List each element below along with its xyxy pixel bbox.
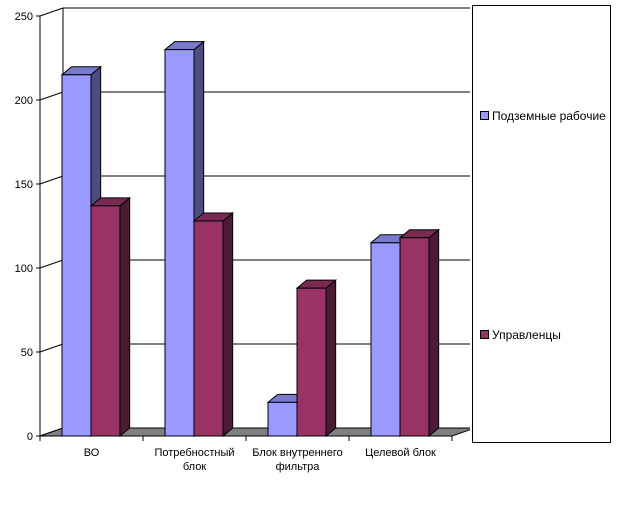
gridline-depth xyxy=(39,7,64,17)
gridline-depth xyxy=(39,175,64,185)
legend-item-series-2: Управленцы xyxy=(480,328,561,342)
x-tick-label: Блок внутреннего xyxy=(252,447,342,459)
legend: Подземные рабочие Управленцы xyxy=(472,5,611,443)
gridline-depth xyxy=(39,343,64,353)
gridline-depth xyxy=(39,259,64,269)
x-tick-label: ВО xyxy=(84,447,100,459)
bars xyxy=(60,40,441,438)
x-tick-label: фильтра xyxy=(276,461,321,473)
y-tick-label: 100 xyxy=(15,263,33,275)
x-tick-label: блок xyxy=(183,461,206,473)
x-axis: ВО Потребностный блок Блок внутреннего фильт… xyxy=(39,435,453,473)
bar-front xyxy=(193,220,224,437)
gridline-depth xyxy=(39,91,64,101)
bar xyxy=(398,228,441,438)
bar-front xyxy=(296,287,327,437)
y-tick-label: 150 xyxy=(15,179,33,191)
y-axis: 0 50 100 150 200 250 xyxy=(15,11,41,443)
x-tick-label: Целевой блок xyxy=(365,447,436,459)
bar-chart: 0 50 100 150 200 250 ВО Потребностный блок Блок … xyxy=(15,7,470,473)
legend-swatch-series-1 xyxy=(480,111,489,121)
y-tick-label: 250 xyxy=(15,11,33,23)
bar-front xyxy=(90,205,121,437)
bar xyxy=(89,196,132,438)
bar-front xyxy=(267,401,298,437)
bar-front xyxy=(399,237,430,437)
legend-label-series-2: Управленцы xyxy=(492,328,561,342)
y-tick-label: 50 xyxy=(21,347,33,359)
bar-side xyxy=(222,211,234,438)
legend-label-series-1: Подземные рабочие xyxy=(492,109,606,123)
bar-front xyxy=(164,49,195,437)
bar-side xyxy=(119,196,131,438)
bar xyxy=(295,279,338,438)
bar xyxy=(192,211,235,438)
y-tick-label: 200 xyxy=(15,95,33,107)
x-tick-label: Потребностный xyxy=(154,447,234,459)
legend-swatch-series-2 xyxy=(480,330,489,340)
bar-front xyxy=(370,242,401,437)
y-tick-label: 0 xyxy=(27,431,33,443)
legend-item-series-1: Подземные рабочие xyxy=(480,109,606,123)
bar-front xyxy=(61,74,92,437)
bar-side xyxy=(428,228,440,438)
bar-side xyxy=(325,279,337,438)
